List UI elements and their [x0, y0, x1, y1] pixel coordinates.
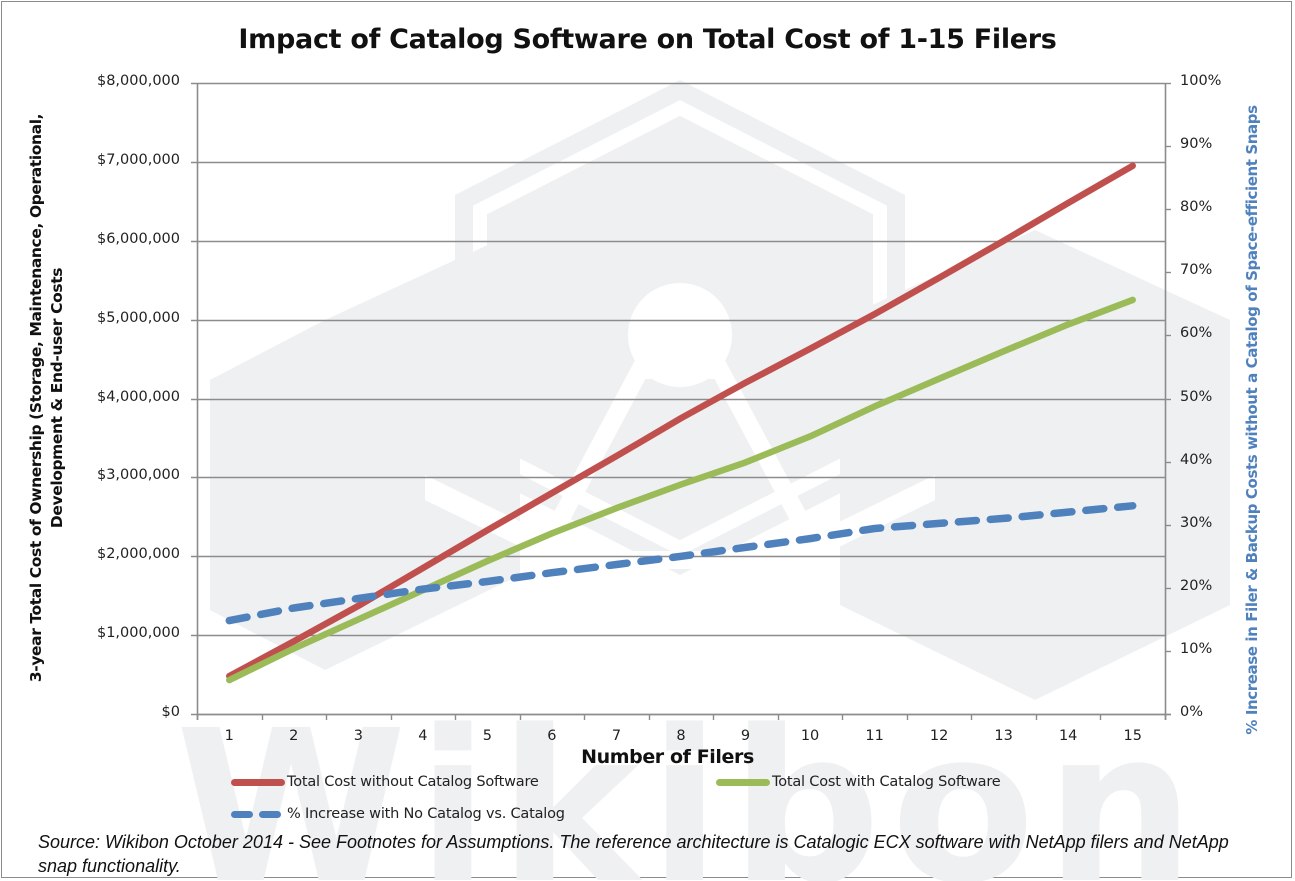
left-axis-title-line-2: Development & End-user Costs: [48, 267, 66, 529]
legend-swatch-blue-dash: [231, 810, 253, 818]
x-axis-tick-label: 4: [418, 728, 428, 744]
x-axis-tick-label: 11: [865, 728, 884, 744]
x-axis-tick-label: 15: [1123, 728, 1142, 744]
x-axis-tick-label: 7: [611, 728, 622, 744]
right-axis-tick-label: 60%: [1180, 325, 1213, 342]
legend-label: Total Cost with Catalog Software: [772, 774, 1001, 790]
legend-swatch-green-line: [716, 778, 770, 786]
right-axis-tick-label: 10%: [1180, 640, 1213, 657]
watermark-hexagon-top-outline: [473, 100, 887, 556]
x-axis-tick-label: 9: [740, 728, 751, 744]
series-layer: [225, 162, 1137, 684]
left-axis-tick-label: $8,000,000: [96, 73, 180, 89]
x-axis-tick-label: 14: [1058, 728, 1078, 744]
watermark-chevron: [425, 475, 935, 625]
left-axis-tick-label: $7,000,000: [96, 151, 180, 168]
wikibon-watermark: Wikibon: [175, 80, 1230, 881]
x-axis-tick-label: 2: [289, 728, 299, 744]
watermark-body: [547, 361, 813, 569]
x-axis-tick-label: 10: [800, 728, 820, 744]
x-axis-tick-label: 12: [929, 728, 949, 744]
x-axis-tick-label: 8: [676, 728, 686, 744]
right-axis-tick-label: 90%: [1180, 136, 1213, 153]
left-axis-tick-label: $2,000,000: [96, 546, 180, 563]
legend-item-percent-increase: % Increase with No Catalog vs. Catalog: [231, 806, 565, 822]
left-axis-tick-label: $0: [161, 704, 180, 720]
axes: [196, 82, 1171, 720]
left-axis-title-line-1: 3-year Total Cost of Ownership (Storage,…: [27, 113, 45, 683]
right-axis-tick-label: 80%: [1180, 199, 1213, 216]
left-axis-tick-label: $3,000,000: [96, 467, 180, 484]
watermark-hexagon-right: [840, 230, 1230, 700]
legend-swatch-blue-dash: [259, 810, 281, 818]
right-axis-tick-label: 40%: [1180, 451, 1213, 468]
left-axis-tick-label: $4,000,000: [96, 388, 180, 405]
x-axis-title: Number of Filers: [581, 746, 754, 768]
x-axis-tick-label: 1: [224, 728, 234, 744]
x-axis-tick-label: 6: [547, 728, 557, 744]
legend-item-with-catalog: Total Cost with Catalog Software: [716, 774, 1001, 790]
right-axis-tick-label: 100%: [1180, 73, 1222, 89]
x-axis-tick-label: 13: [994, 728, 1013, 744]
legend-swatch-red-line: [231, 778, 285, 786]
x-axis-tick-label: 3: [353, 728, 363, 744]
x-axis-tick-label: 5: [482, 728, 492, 744]
left-axis-tick-label: $1,000,000: [96, 625, 180, 642]
source-note: Source: Wikibon October 2014 - See Footn…: [38, 832, 1229, 876]
right-axis-tick-label: 0%: [1180, 704, 1204, 720]
legend-item-without-catalog: Total Cost without Catalog Software: [231, 774, 539, 790]
chart-title: Impact of Catalog Software on Total Cost…: [238, 24, 1057, 55]
legend-label: % Increase with No Catalog vs. Catalog: [287, 806, 565, 822]
right-axis-title-text: % Increase in Filer & Backup Costs witho…: [1243, 105, 1261, 735]
left-axis-tick-label: $5,000,000: [96, 309, 180, 326]
right-axis-tick-label: 70%: [1180, 262, 1213, 279]
right-axis-tick-label: 50%: [1180, 388, 1213, 405]
right-axis-tick-label: 20%: [1180, 577, 1213, 594]
left-axis-tick-label: $6,000,000: [96, 230, 180, 247]
legend-label: Total Cost without Catalog Software: [287, 774, 539, 790]
watermark-text: Wikibon: [175, 685, 1204, 881]
right-axis-tick-label: 30%: [1180, 514, 1213, 531]
